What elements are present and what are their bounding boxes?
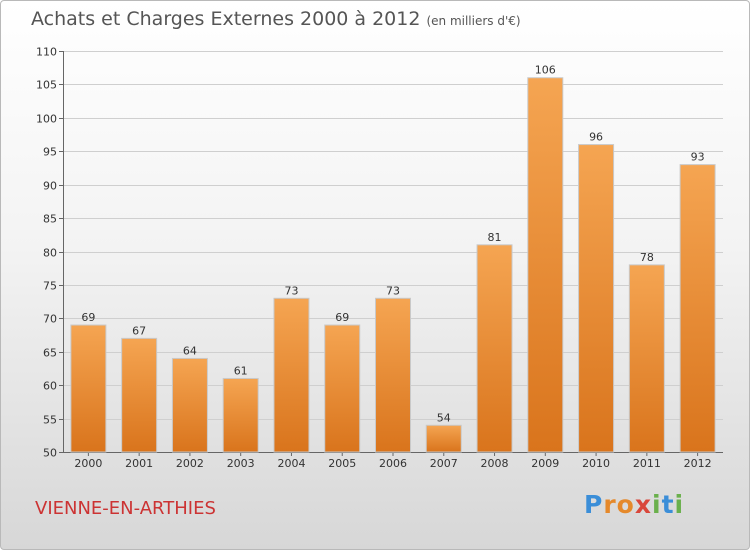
data-label: 73 (386, 284, 400, 297)
bar-2009 (527, 77, 564, 453)
bar-2008 (476, 244, 513, 453)
bar-2001 (121, 337, 158, 453)
bar-2012 (679, 164, 716, 453)
data-label: 64 (183, 344, 197, 357)
y-tick-label: 80 (43, 247, 57, 260)
y-tick-label: 110 (36, 46, 57, 59)
y-tick-label: 65 (43, 347, 57, 360)
logo-letter: r (603, 490, 617, 519)
x-tick-label: 2011 (633, 457, 661, 470)
x-tick-label: 2001 (125, 457, 153, 470)
data-label: 106 (535, 64, 556, 77)
bar-2011 (628, 264, 665, 453)
data-labels: 69 67 64 61 73 69 73 54 81 106 96 78 93 (81, 64, 704, 425)
y-tick-label: 50 (43, 447, 57, 460)
data-label: 96 (589, 131, 603, 144)
bar-2003 (222, 377, 259, 453)
x-tick-label: 2008 (481, 457, 509, 470)
y-tick-label: 70 (43, 313, 57, 326)
chart-subtitle: (en milliers d'€) (426, 14, 521, 28)
bar-2010 (578, 144, 615, 453)
bar-2006 (375, 297, 411, 453)
data-label: 73 (284, 284, 298, 297)
data-label: 93 (691, 151, 705, 164)
y-tick-label: 60 (43, 380, 57, 393)
data-label: 61 (234, 364, 248, 377)
y-tick-label: 55 (43, 414, 57, 427)
x-tick-label: 2006 (379, 457, 407, 470)
bar-2005 (324, 324, 361, 453)
logo-letter: t (661, 490, 675, 519)
bar-2004 (273, 297, 310, 453)
bar-2002 (171, 357, 208, 453)
x-tick-label: 2004 (277, 457, 305, 470)
proxiti-logo[interactable]: Proxiti (584, 490, 684, 519)
logo-letter: o (616, 490, 635, 519)
axes: 50 55 60 65 70 75 80 85 90 95 100 105 110 2000 2001 200… (36, 46, 723, 470)
logo-letter: P (584, 490, 604, 519)
x-tick-label: 2007 (430, 457, 458, 470)
y-tick-label: 90 (43, 180, 57, 193)
data-label: 81 (488, 231, 502, 244)
data-label: 69 (335, 311, 349, 324)
logo-letter: i (652, 490, 662, 519)
y-tick-label: 75 (43, 280, 57, 293)
x-tick-label: 2009 (531, 457, 559, 470)
data-label: 69 (81, 311, 95, 324)
x-tick-label: 2005 (328, 457, 356, 470)
chart-title: Achats et Charges Externes 2000 à 2012 (e… (31, 8, 521, 30)
bar-2007 (425, 424, 462, 453)
chart-title-text: Achats et Charges Externes 2000 à 2012 (31, 8, 421, 30)
x-tick-label: 2010 (582, 457, 610, 470)
place-name: VIENNE-EN-ARTHIES (35, 498, 216, 519)
bars (70, 77, 716, 453)
logo-letter: i (674, 490, 685, 519)
x-tick-label: 2002 (176, 457, 204, 470)
y-tick-label: 105 (36, 79, 57, 92)
x-tick-label: 2012 (684, 457, 712, 470)
x-tick-label: 2003 (227, 457, 255, 470)
data-label: 54 (437, 411, 451, 424)
logo-letter: x (634, 490, 652, 519)
x-tick-label: 2000 (74, 457, 102, 470)
bar-2000 (70, 324, 107, 453)
y-tick-label: 85 (43, 213, 57, 226)
y-tick-label: 95 (43, 146, 57, 159)
data-label: 67 (132, 324, 146, 337)
data-label: 78 (640, 251, 654, 264)
y-tick-label: 100 (36, 113, 57, 126)
